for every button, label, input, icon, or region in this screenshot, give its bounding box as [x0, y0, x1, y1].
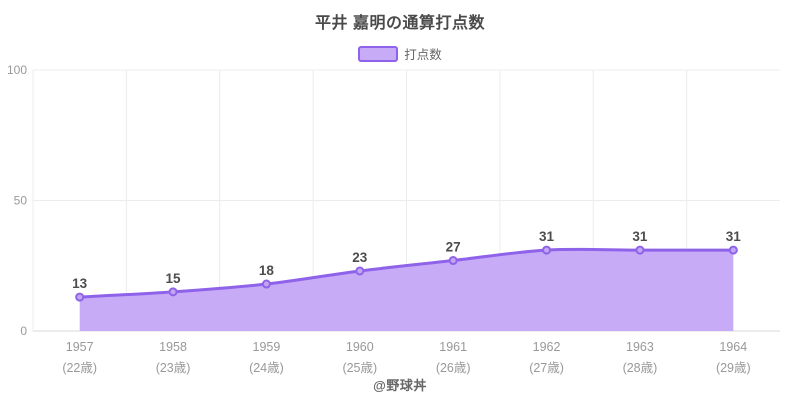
data-point-marker[interactable]: [261, 279, 271, 289]
series-line: [78, 247, 735, 299]
data-point-marker[interactable]: [635, 245, 645, 255]
value-label: 31: [632, 229, 648, 244]
data-point-marker[interactable]: [355, 266, 365, 276]
legend-label: 打点数: [404, 48, 442, 62]
data-point-marker[interactable]: [728, 245, 738, 255]
y-tick-label: 50: [14, 194, 28, 208]
chart-title: 平井 嘉明の通算打点数: [315, 15, 485, 32]
value-label: 13: [72, 276, 88, 291]
chart-footer-credit: @野球丼: [373, 378, 427, 393]
legend-item-rbi[interactable]: 打点数: [358, 44, 442, 63]
x-tick-label-age: (24歳): [249, 361, 284, 375]
value-label: 18: [259, 263, 275, 278]
x-tick-label-year: 1958: [159, 340, 187, 354]
x-tick-label-age: (22歳): [62, 361, 97, 375]
area-shape: [79, 249, 734, 331]
value-label: 31: [539, 229, 555, 244]
x-tick-label-year: 1957: [66, 340, 94, 354]
x-tick-label-age: (26歳): [436, 361, 471, 375]
x-tick-label-year: 1962: [533, 340, 561, 354]
x-tick-label-age: (23歳): [156, 361, 191, 375]
x-tick-label-year: 1959: [253, 340, 281, 354]
legend-swatch-icon: [358, 45, 399, 62]
y-tick-label: 100: [7, 63, 27, 77]
value-label: 27: [446, 240, 461, 255]
value-label: 15: [166, 271, 182, 286]
x-tick-label-year: 1964: [719, 340, 747, 354]
data-point-marker[interactable]: [542, 245, 552, 255]
x-tick-label-year: 1961: [439, 340, 467, 354]
data-point-marker[interactable]: [168, 287, 178, 297]
value-label: 31: [726, 229, 742, 244]
x-tick-label-year: 1963: [626, 340, 654, 354]
x-tick-label-age: (29歳): [716, 361, 751, 375]
x-tick-label-age: (25歳): [342, 361, 377, 375]
legend: 打点数: [0, 44, 800, 63]
data-point-marker[interactable]: [448, 256, 458, 266]
value-label: 23: [352, 250, 368, 265]
x-tick-label-age: (27歳): [529, 361, 564, 375]
data-point-marker[interactable]: [75, 292, 85, 302]
y-tick-label: 0: [20, 324, 27, 338]
x-tick-label-year: 1960: [346, 340, 374, 354]
x-tick-label-age: (28歳): [623, 361, 658, 375]
